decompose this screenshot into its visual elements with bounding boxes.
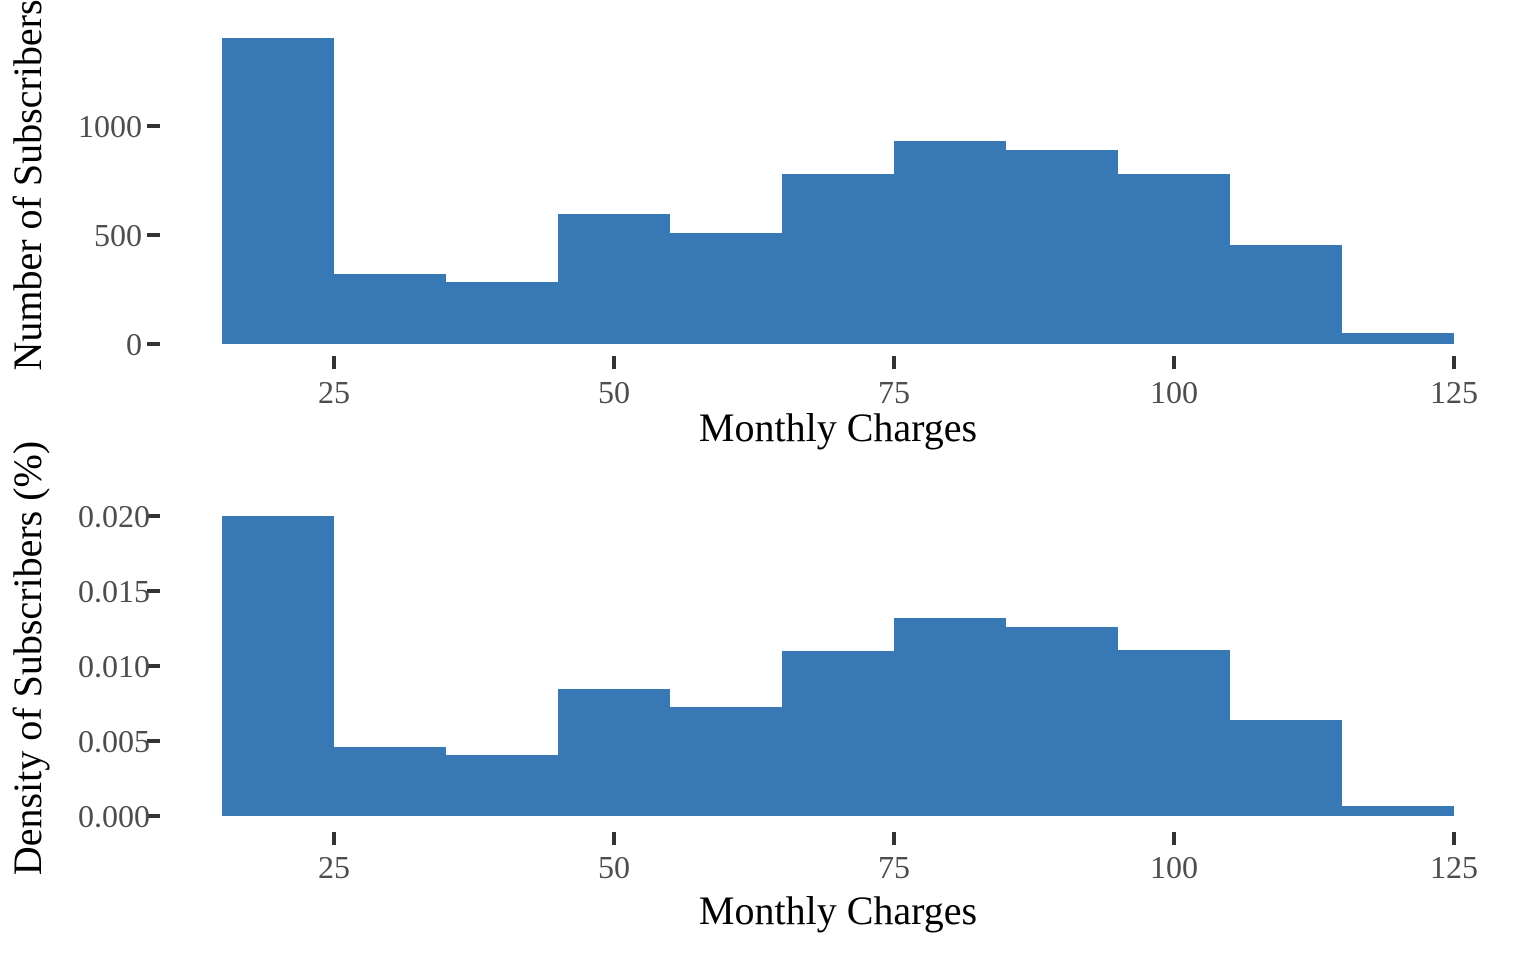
y-tick-mark (147, 664, 160, 668)
x-tick-label: 125 (1430, 849, 1478, 885)
x-axis-title-count: Monthly Charges (698, 405, 978, 450)
histogram-bar (334, 274, 446, 344)
x-tick-label: 75 (878, 374, 910, 410)
histogram-bar (1118, 173, 1230, 344)
count-histogram: Number of Subscribers 0 500 1000 25 50 75 100 1… (0, 0, 1536, 470)
histogram-bar (222, 516, 334, 816)
x-tick-mark (612, 832, 616, 845)
x-tick-mark (1452, 356, 1456, 369)
density-histogram: Density of Subscribers (%) 0.000 0.005 0.0… (0, 441, 1536, 960)
histogram-bar (670, 706, 782, 816)
x-tick-label: 50 (598, 849, 630, 885)
count-plot-area: 0 500 1000 25 50 75 100 125 (0, 0, 1536, 470)
histogram-bar (894, 618, 1006, 816)
histogram-bar (894, 141, 1006, 344)
y-tick-label: 500 (94, 217, 142, 253)
x-tick-label: 25 (318, 374, 350, 410)
x-tick-label: 100 (1150, 374, 1198, 410)
histogram-bar (1006, 150, 1118, 344)
y-tick-mark (147, 514, 160, 518)
x-tick-label: 100 (1150, 849, 1198, 885)
histogram-bar (1230, 245, 1342, 344)
histogram-bar (670, 232, 782, 344)
y-tick-label: 0 (126, 326, 142, 362)
x-tick-mark (1172, 832, 1176, 845)
x-tick-mark (612, 356, 616, 369)
y-tick-mark (147, 233, 160, 237)
x-tick-label: 25 (318, 849, 350, 885)
y-tick-label: 0.020 (78, 498, 150, 534)
histogram-bar (1342, 805, 1454, 816)
x-tick-label: 125 (1430, 374, 1478, 410)
y-tick-label: 0.010 (78, 648, 150, 684)
histogram-bar (222, 37, 334, 344)
x-tick-mark (332, 832, 336, 845)
histogram-bar (446, 754, 558, 816)
y-tick-label: 1000 (78, 108, 142, 144)
histogram-bar (1230, 720, 1342, 816)
y-tick-mark (147, 124, 160, 128)
histogram-bar (334, 747, 446, 816)
x-tick-label: 50 (598, 374, 630, 410)
histogram-bar (782, 174, 894, 344)
y-tick-label: 0.000 (78, 798, 150, 834)
histogram-bar (558, 688, 670, 816)
histogram-bar (1342, 332, 1454, 344)
histogram-bar (1118, 649, 1230, 816)
histogram-bar (782, 651, 894, 816)
x-tick-mark (892, 356, 896, 369)
x-tick-mark (1452, 832, 1456, 845)
y-tick-mark (147, 342, 160, 346)
x-tick-mark (332, 356, 336, 369)
x-tick-mark (1172, 356, 1176, 369)
histogram-bar (446, 281, 558, 344)
histogram-bar (1006, 627, 1118, 816)
y-tick-mark (147, 589, 160, 593)
y-tick-label: 0.005 (78, 723, 150, 759)
x-tick-mark (892, 832, 896, 845)
histogram-bar (558, 214, 670, 344)
density-plot-area: 0.000 0.005 0.010 0.015 0.020 25 50 75 100 125 (0, 470, 1536, 960)
x-axis-title-density: Monthly Charges (698, 888, 978, 933)
y-tick-mark (147, 814, 160, 818)
y-tick-mark (147, 739, 160, 743)
x-tick-label: 75 (878, 849, 910, 885)
y-tick-label: 0.015 (78, 573, 150, 609)
